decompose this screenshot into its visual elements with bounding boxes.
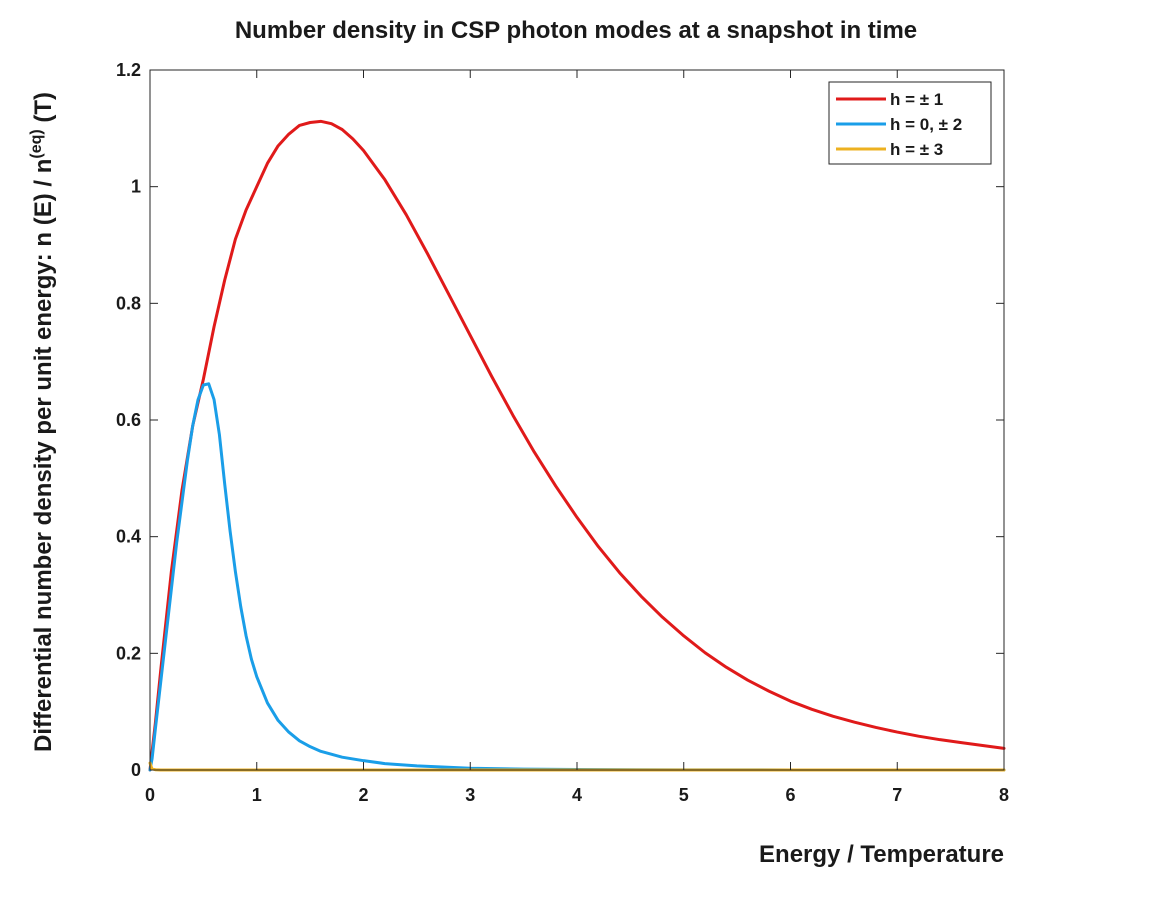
y-axis-label-suffix: (T): [30, 92, 57, 129]
y-axis-label-superscript: (eq): [28, 129, 45, 158]
y-tick-label-2: 0.4: [116, 527, 141, 547]
y-tick-label-6: 1.2: [116, 60, 141, 80]
x-tick-label-7: 7: [892, 785, 902, 805]
ticks: [149, 69, 1005, 771]
plot-area: [150, 70, 1004, 770]
x-axis-label: Energy / Temperature: [759, 841, 1004, 868]
x-tick-label-0: 0: [145, 785, 155, 805]
y-tick-label-1: 0.2: [116, 643, 141, 663]
x-tick-label-3: 3: [465, 785, 475, 805]
series-line-0: [148, 119, 1006, 772]
y-tick-label-0: 0: [131, 760, 141, 780]
y-axis-label-main: Differential number density per unit ene…: [30, 159, 57, 752]
y-tick-labels: 0 0.2 0.4 0.6 0.8 1 1.2: [116, 60, 141, 780]
x-tick-label-4: 4: [572, 785, 582, 805]
x-tick-label-6: 6: [785, 785, 795, 805]
legend-label-h-pm3: h = ± 3: [890, 140, 943, 159]
legend-label-h-pm1: h = ± 1: [890, 90, 943, 109]
y-tick-label-3: 0.6: [116, 410, 141, 430]
y-tick-label-5: 1: [131, 177, 141, 197]
x-tick-label-1: 1: [252, 785, 262, 805]
legend-label-h-0-pm2: h = 0, ± 2: [890, 115, 962, 134]
y-tick-label-4: 0.8: [116, 293, 141, 313]
series-line-1: [148, 382, 1006, 772]
x-tick-label-5: 5: [679, 785, 689, 805]
x-tick-label-8: 8: [999, 785, 1009, 805]
legend: h = ± 1 h = 0, ± 2 h = ± 3: [828, 81, 992, 165]
x-tick-label-2: 2: [358, 785, 368, 805]
chart-title: Number density in CSP photon modes at a …: [235, 17, 917, 44]
y-axis-label: Differential number density per unit ene…: [28, 92, 57, 752]
x-tick-labels: 0 1 2 3 4 5 6 7 8: [145, 785, 1009, 805]
